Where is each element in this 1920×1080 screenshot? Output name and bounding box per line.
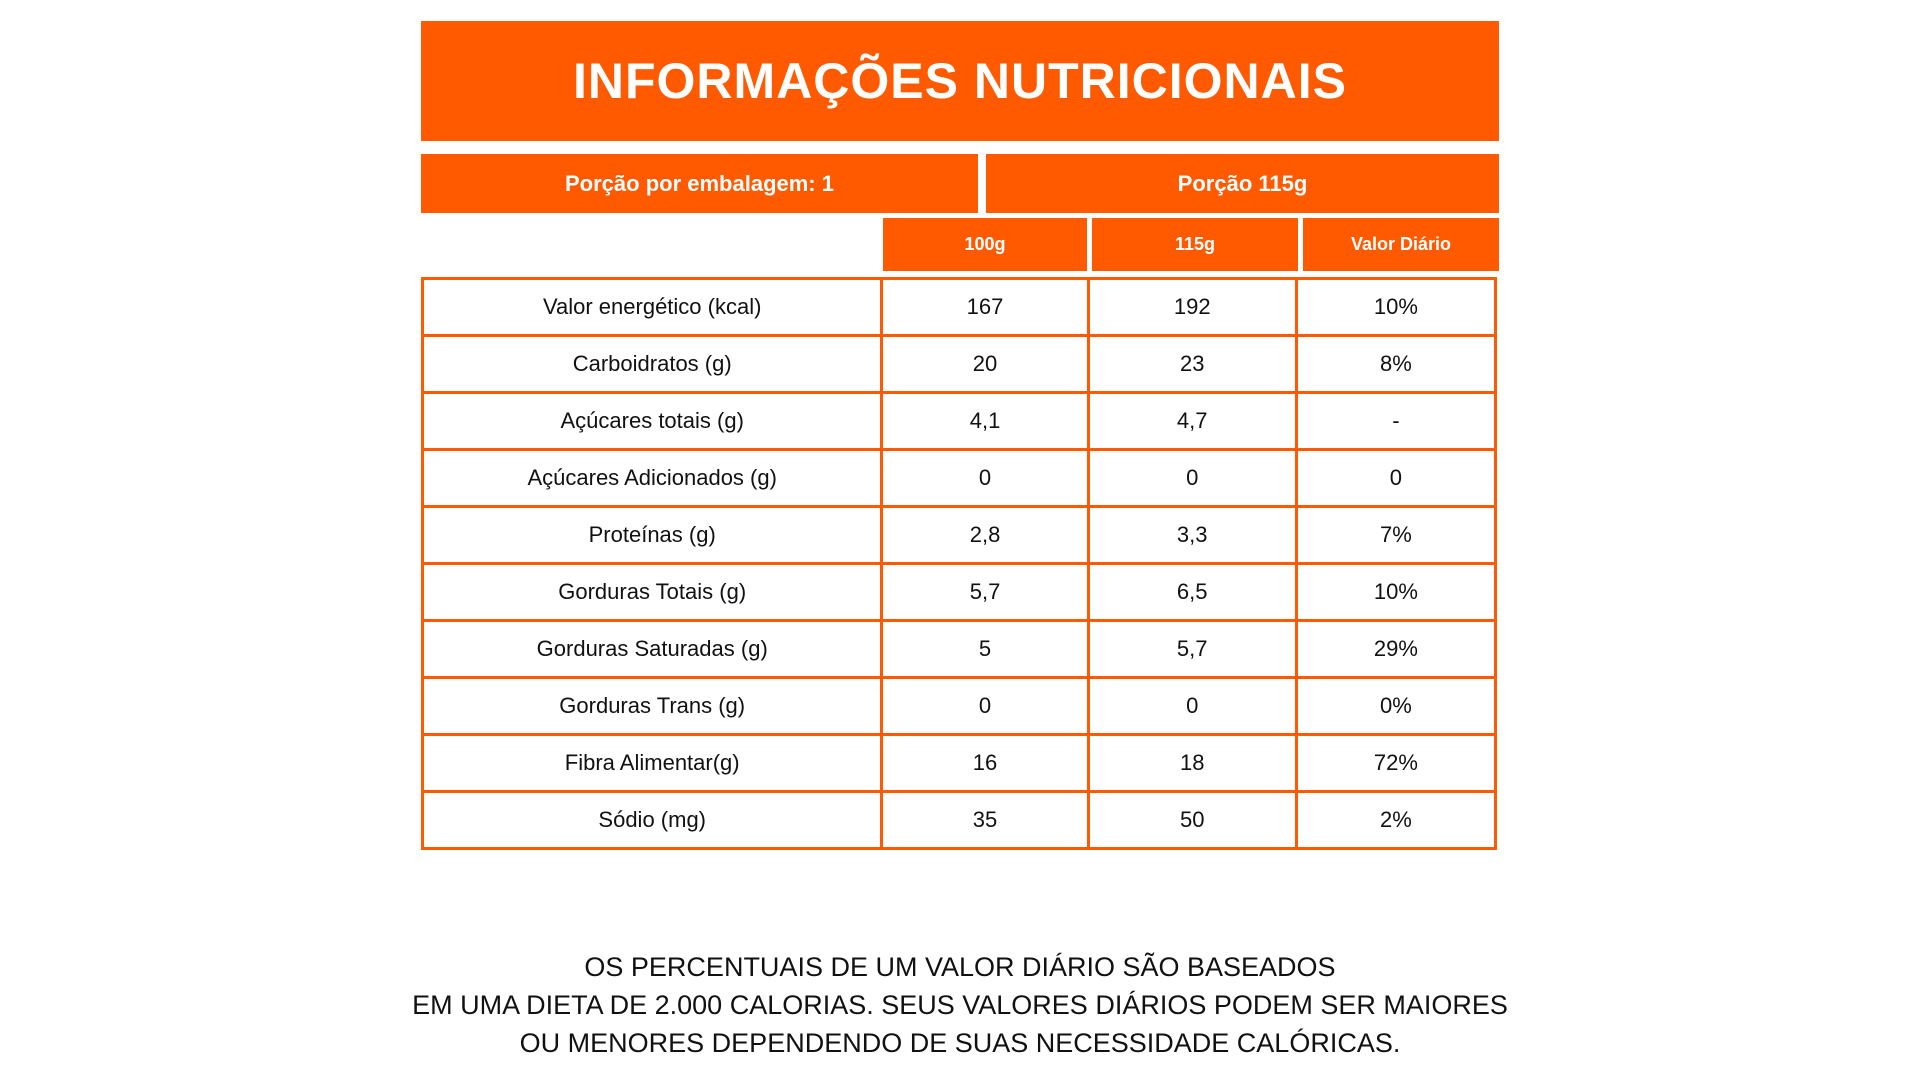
daily-value: 0%: [1294, 676, 1498, 736]
daily-value: 10%: [1294, 277, 1498, 337]
value-115g: 3,3: [1086, 505, 1298, 565]
column-header-115g: 115g: [1092, 218, 1298, 271]
table-row: Gorduras Totais (g) 5,7 6,5 10%: [420, 562, 1498, 622]
portion-per-package: Porção por embalagem: 1: [421, 154, 978, 213]
value-100g: 167: [880, 277, 1090, 337]
daily-value: 72%: [1294, 733, 1498, 793]
daily-value: 8%: [1294, 334, 1498, 394]
nutrient-name: Valor energético (kcal): [420, 277, 884, 337]
table-row: Valor energético (kcal) 167 192 10%: [420, 277, 1498, 337]
nutrition-table: Valor energético (kcal) 167 192 10% Carb…: [420, 277, 1498, 850]
footnote-line: EM UMA DIETA DE 2.000 CALORIAS. SEUS VAL…: [412, 990, 1508, 1020]
value-100g: 35: [880, 790, 1090, 850]
table-row: Fibra Alimentar(g) 16 18 72%: [420, 733, 1498, 793]
daily-value: -: [1294, 391, 1498, 451]
value-115g: 5,7: [1086, 619, 1298, 679]
value-100g: 5: [880, 619, 1090, 679]
daily-value: 7%: [1294, 505, 1498, 565]
value-115g: 6,5: [1086, 562, 1298, 622]
value-100g: 4,1: [880, 391, 1090, 451]
value-115g: 0: [1086, 448, 1298, 508]
value-115g: 192: [1086, 277, 1298, 337]
daily-value: 2%: [1294, 790, 1498, 850]
daily-value: 0: [1294, 448, 1498, 508]
nutrient-name: Gorduras Trans (g): [420, 676, 884, 736]
value-100g: 0: [880, 676, 1090, 736]
value-100g: 16: [880, 733, 1090, 793]
daily-value: 10%: [1294, 562, 1498, 622]
column-header-daily-value: Valor Diário: [1303, 218, 1499, 271]
column-header-100g: 100g: [883, 218, 1087, 271]
nutrient-name: Açúcares Adicionados (g): [420, 448, 884, 508]
table-row: Proteínas (g) 2,8 3,3 7%: [420, 505, 1498, 565]
footnote-line: OS PERCENTUAIS DE UM VALOR DIÁRIO SÃO BA…: [584, 952, 1336, 982]
nutrient-name: Açúcares totais (g): [420, 391, 884, 451]
nutrient-name: Gorduras Totais (g): [420, 562, 884, 622]
table-row: Açúcares Adicionados (g) 0 0 0: [420, 448, 1498, 508]
daily-value: 29%: [1294, 619, 1498, 679]
page-title: INFORMAÇÕES NUTRICIONAIS: [573, 53, 1347, 109]
table-row: Gorduras Saturadas (g) 5 5,7 29%: [420, 619, 1498, 679]
value-115g: 4,7: [1086, 391, 1298, 451]
value-100g: 2,8: [880, 505, 1090, 565]
table-row: Carboidratos (g) 20 23 8%: [420, 334, 1498, 394]
table-row: Sódio (mg) 35 50 2%: [420, 790, 1498, 850]
nutrient-name: Sódio (mg): [420, 790, 884, 850]
value-115g: 23: [1086, 334, 1298, 394]
nutrient-name: Carboidratos (g): [420, 334, 884, 394]
nutrient-name: Fibra Alimentar(g): [420, 733, 884, 793]
value-100g: 0: [880, 448, 1090, 508]
value-100g: 20: [880, 334, 1090, 394]
value-115g: 50: [1086, 790, 1298, 850]
nutrient-name: Gorduras Saturadas (g): [420, 619, 884, 679]
nutrient-name: Proteínas (g): [420, 505, 884, 565]
portion-size: Porção 115g: [986, 154, 1499, 213]
value-115g: 18: [1086, 733, 1298, 793]
footnote-line: OU MENORES DEPENDENDO DE SUAS NECESSIDAD…: [519, 1028, 1401, 1058]
title-banner: INFORMAÇÕES NUTRICIONAIS: [421, 21, 1499, 141]
footnote: OS PERCENTUAIS DE UM VALOR DIÁRIO SÃO BA…: [0, 948, 1920, 1062]
table-row: Açúcares totais (g) 4,1 4,7 -: [420, 391, 1498, 451]
table-row: Gorduras Trans (g) 0 0 0%: [420, 676, 1498, 736]
value-115g: 0: [1086, 676, 1298, 736]
value-100g: 5,7: [880, 562, 1090, 622]
